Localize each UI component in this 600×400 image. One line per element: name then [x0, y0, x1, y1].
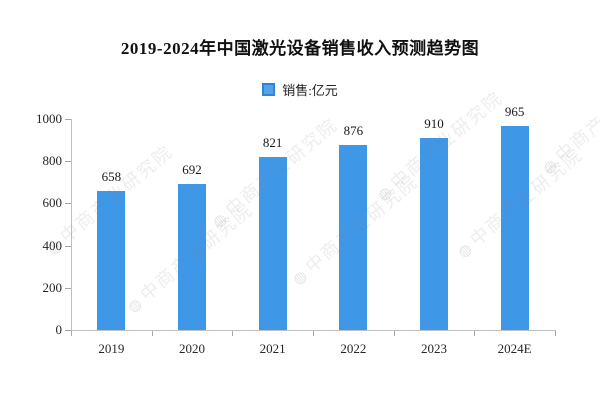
y-axis-tick-label: 800	[42, 153, 63, 169]
y-axis-tick-label: 0	[55, 322, 63, 337]
bar-value-label: 821	[262, 134, 283, 150]
bar	[178, 183, 206, 330]
y-axis-tick	[65, 245, 71, 247]
bar	[97, 191, 126, 330]
y-axis-tick-label: 1000	[36, 111, 62, 126]
x-axis-tick	[151, 331, 153, 336]
bar	[500, 126, 529, 330]
x-axis-tick	[474, 331, 476, 336]
x-axis-category-label: 2019	[98, 341, 125, 356]
bar	[339, 145, 368, 330]
x-axis-tick	[313, 331, 314, 336]
y-axis-tick-label: 200	[42, 279, 63, 295]
legend-marker-icon	[262, 83, 276, 96]
x-axis-category-label: 2022	[340, 341, 367, 356]
bar-value-label: 658	[101, 169, 122, 185]
x-axis-tick	[555, 331, 556, 336]
legend-label: 销售:亿元	[282, 83, 338, 98]
y-axis-tick-label: 400	[42, 237, 63, 253]
legend: 销售:亿元	[0, 80, 600, 99]
bar-value-label: 965	[504, 104, 525, 120]
chart-title: 2019-2024年中国激光设备销售收入预测趋势图	[120, 39, 480, 58]
y-axis-tick	[65, 330, 71, 331]
y-axis-tick	[65, 287, 71, 289]
x-axis-line	[71, 330, 556, 331]
x-axis-category-label: 2024E	[497, 341, 532, 356]
bar-value-label: 910	[424, 115, 444, 131]
bar	[258, 156, 287, 330]
bar-value-label: 876	[343, 123, 364, 139]
y-axis-tick	[65, 203, 71, 205]
y-axis-tick	[65, 119, 71, 120]
y-axis-tick-label: 600	[42, 195, 63, 211]
x-axis-category-label: 2023	[421, 341, 447, 356]
bar	[420, 137, 448, 330]
bar-value-label: 692	[182, 161, 202, 177]
x-axis-category-label: 2021	[259, 341, 286, 356]
x-axis-tick	[71, 331, 72, 336]
x-axis-tick	[393, 331, 395, 336]
y-axis-line	[71, 119, 72, 330]
x-axis-category-label: 2020	[179, 341, 205, 356]
y-axis-tick	[65, 161, 71, 163]
x-axis-tick	[232, 331, 234, 336]
